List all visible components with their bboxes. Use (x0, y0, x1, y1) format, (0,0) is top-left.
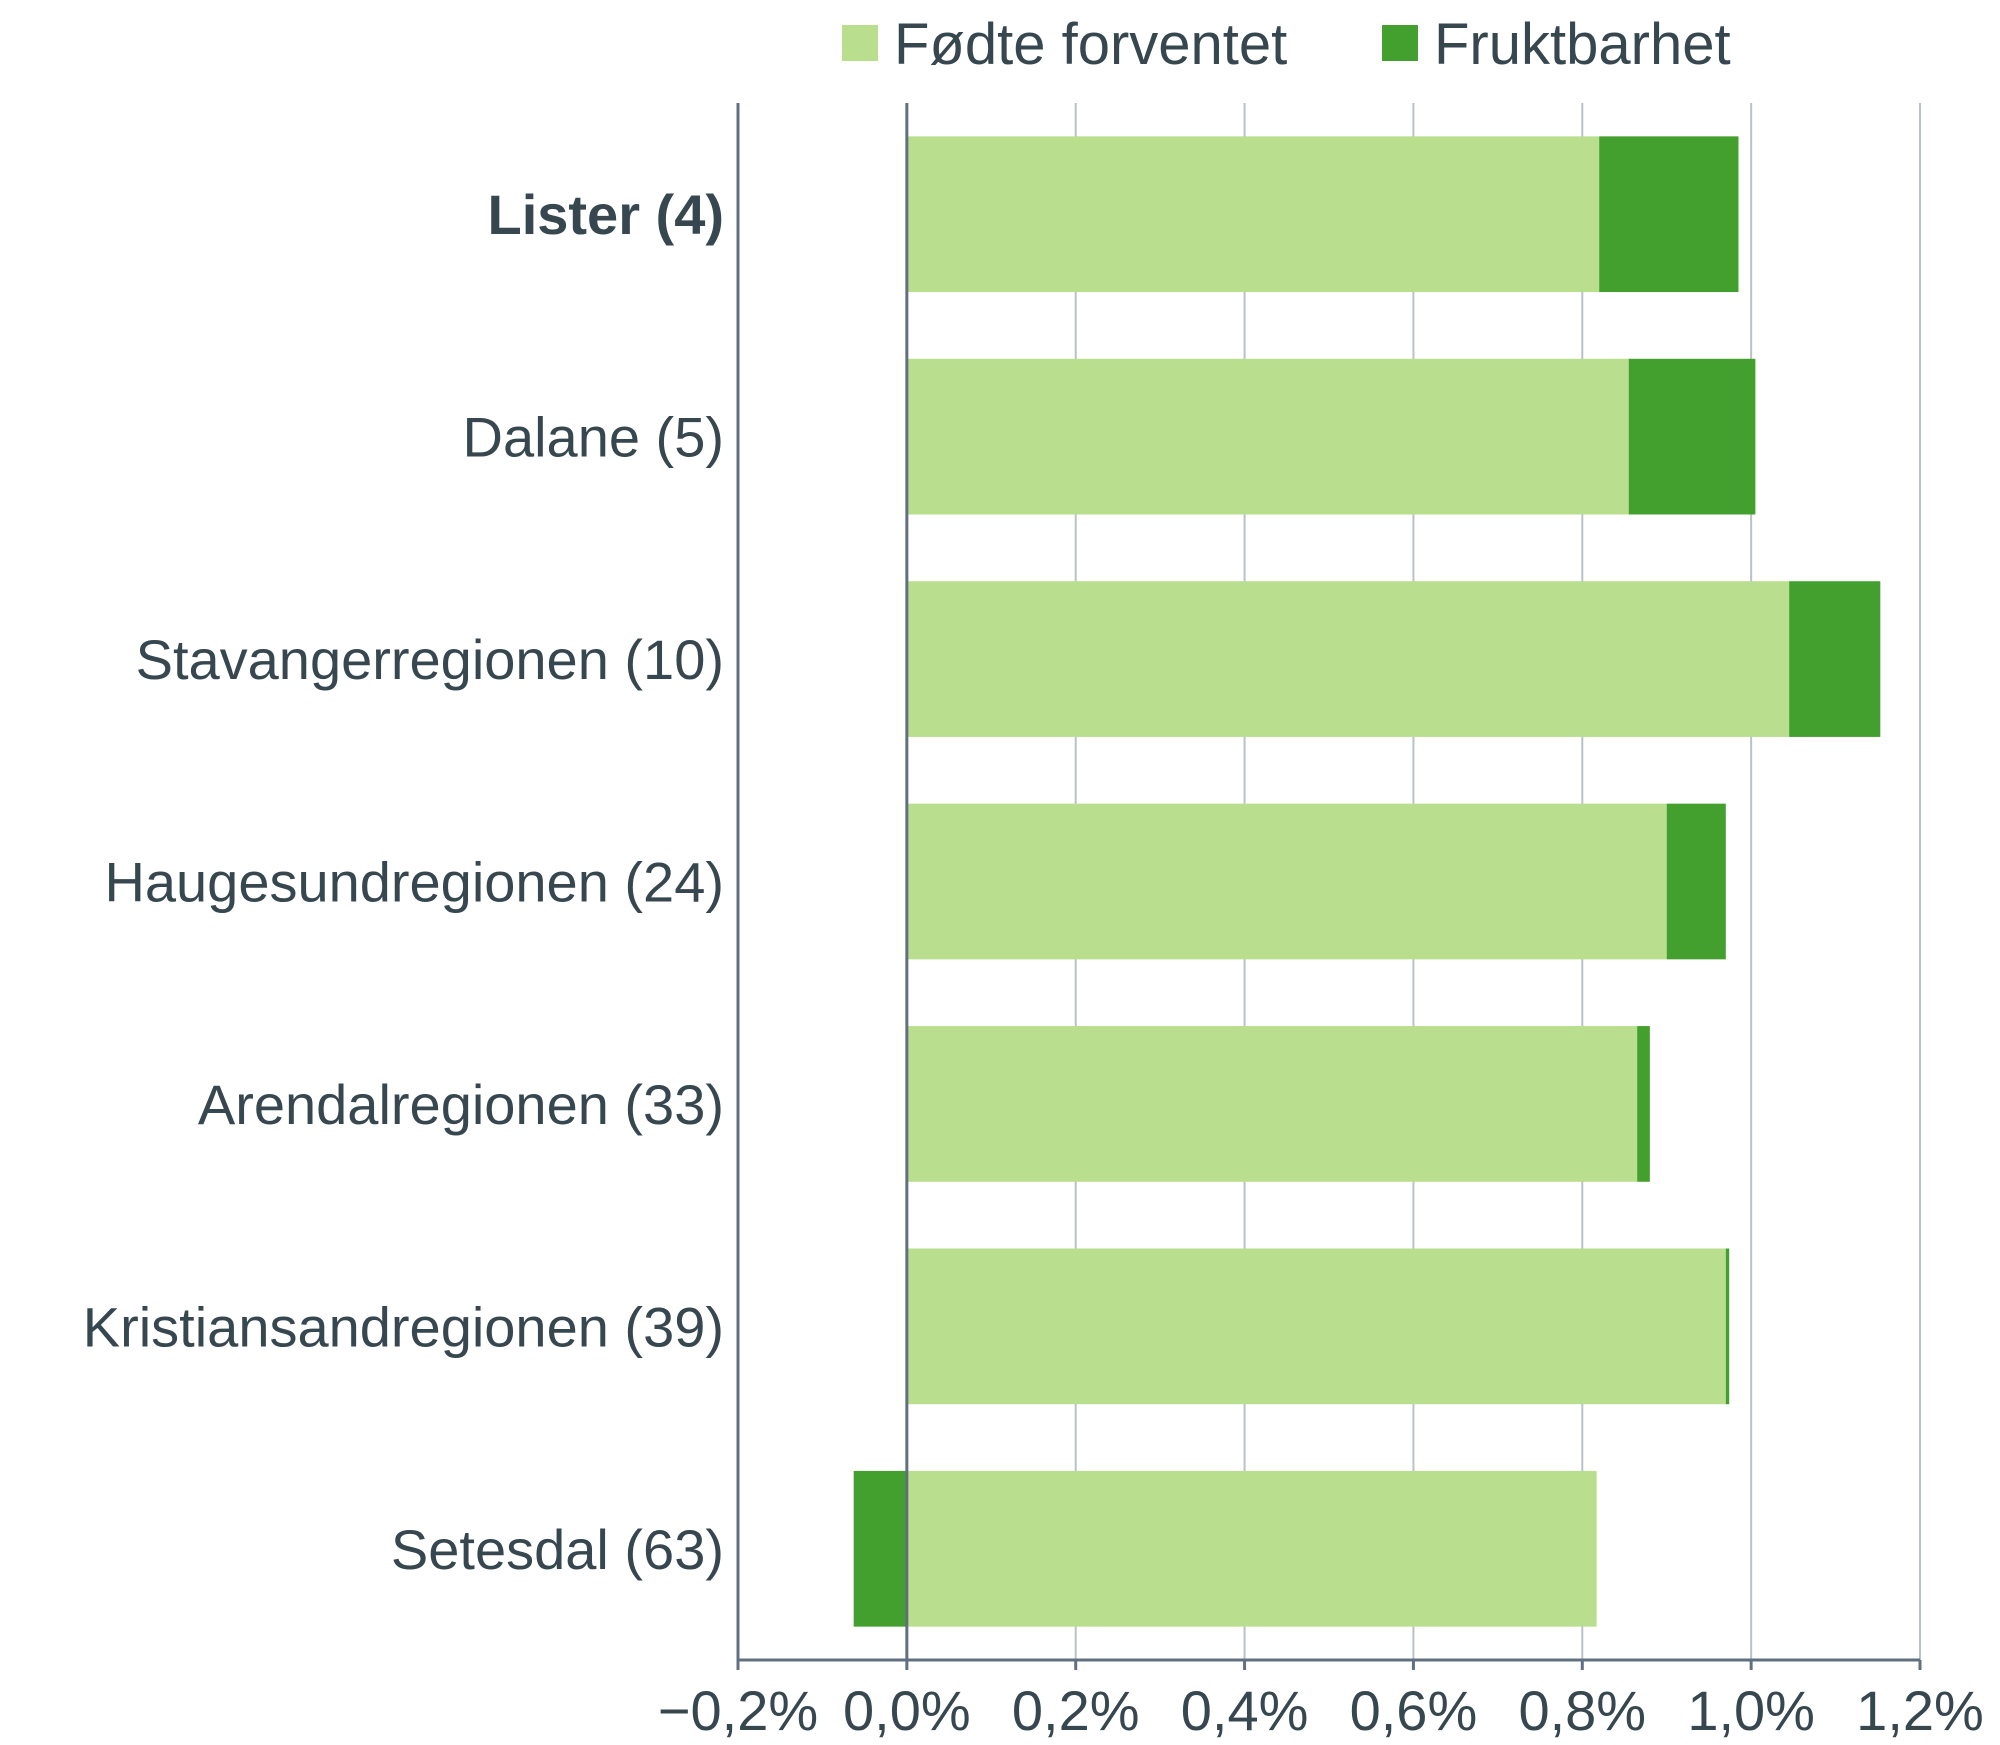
bar-segment (906, 1026, 1638, 1182)
category-label: Kristiansandregionen (39) (83, 1295, 724, 1358)
x-tick-label: 0,8% (1518, 1679, 1646, 1742)
legend-swatch (1382, 25, 1418, 61)
bars (853, 136, 1881, 1627)
bar-segment (906, 1470, 1597, 1627)
bar-segment (906, 1248, 1726, 1405)
legend: Fødte forventet Fruktbarhet (842, 12, 1731, 77)
bar-segment (1628, 358, 1756, 515)
category-label: Stavangerregionen (10) (136, 628, 724, 691)
category-label: Haugesundregionen (24) (104, 851, 724, 914)
bar-segment (1637, 1026, 1650, 1182)
x-tick-label: 0,0% (843, 1679, 971, 1742)
x-tick-label: 0,4% (1181, 1679, 1309, 1742)
x-tick-labels: −0,2% 0,0% 0,2% 0,4% 0,6% 0,8% 1,0% 1,2% (658, 1679, 1984, 1742)
legend-swatch (842, 25, 878, 61)
x-tick-label: 1,0% (1687, 1679, 1815, 1742)
x-tick-label: 0,6% (1350, 1679, 1478, 1742)
bar-segment (1725, 1248, 1730, 1405)
category-label: Lister (4) (488, 183, 725, 246)
bar-segment (906, 136, 1600, 293)
legend-label: Fødte forventet (894, 12, 1287, 77)
x-tick-label: 0,2% (1012, 1679, 1140, 1742)
category-label: Dalane (5) (463, 406, 724, 469)
category-label: Setesdal (63) (391, 1518, 724, 1581)
bar-segment (1789, 581, 1881, 737)
category-label: Arendalregionen (33) (198, 1073, 724, 1136)
bar-segment (853, 1470, 907, 1627)
category-labels: Lister (4) Dalane (5) Stavangerregionen (1… (83, 183, 724, 1581)
bar-segment (906, 581, 1790, 737)
legend-label: Fruktbarhet (1434, 12, 1731, 77)
bar-segment (1599, 136, 1739, 293)
bar-segment (906, 803, 1667, 960)
bar-segment (906, 358, 1629, 515)
x-tick-label: 1,2% (1856, 1679, 1984, 1742)
axes (736, 103, 1922, 1670)
x-tick-label: −0,2% (658, 1679, 818, 1742)
bar-segment (1666, 803, 1726, 960)
